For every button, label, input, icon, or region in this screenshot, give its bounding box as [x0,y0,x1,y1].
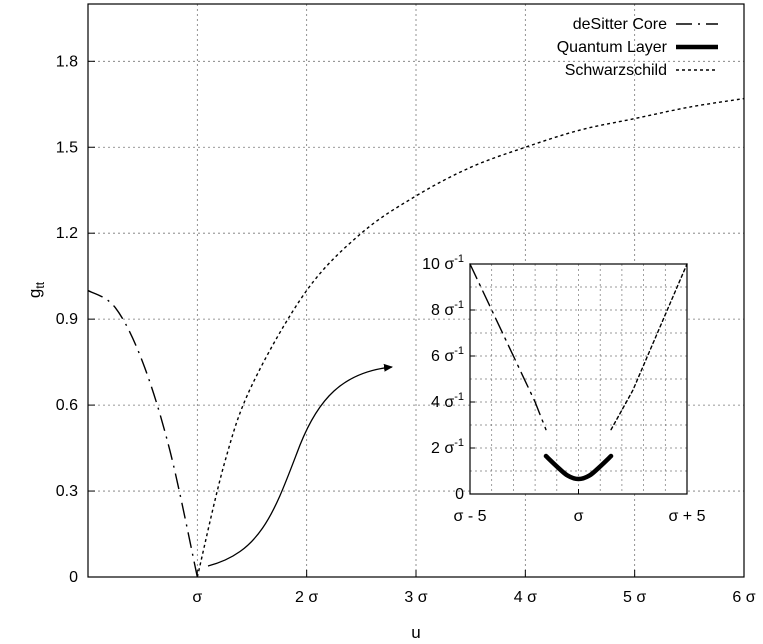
main-y-tick-label-5: 1.5 [56,139,78,156]
main-series-line-0 [87,289,199,578]
main-y-tick-label-6: 1.8 [56,53,78,70]
inset-y-tick-label-2: 4 σ-1 [431,391,464,411]
inset-x-tick-label-2: σ + 5 [668,508,705,525]
main-x-tick-label-1: 2 σ [295,589,318,606]
legend-label-2: Schwarzschild [565,62,667,79]
main-x-tick-label-3: 4 σ [514,589,537,606]
inset-series-line-1 [543,453,614,482]
inset-grid [470,264,687,494]
inset-series-line-0 [469,263,547,431]
main-plot: σ 2 σ 3 σ 4 σ 5 σ 6 σ 0 0.3 0.6 0.9 1.2 1.5 1.8 u gt… [25,3,756,642]
inset-y-tick-label-0: 0 [455,486,464,503]
y-axis-label-sub: tt [33,281,47,288]
legend-label-1: Quantum Layer [557,39,668,56]
inset-ticks: σ - 5 σ σ + 5 0 2 σ-1 4 σ-1 6 σ-1 8 σ-1 10 σ-1 [422,253,706,525]
main-x-tick-label-4: 5 σ [623,589,646,606]
inset-series-line-2 [610,263,688,431]
legend: deSitter Core Quantum Layer Schwarzschil… [557,16,718,79]
inset-x-tick-label-0: σ - 5 [454,508,487,525]
legend-label-0: deSitter Core [573,16,667,33]
main-y-tick-label-1: 0.3 [56,483,78,500]
inset-series [469,263,688,482]
main-y-tick-label-2: 0.6 [56,397,78,414]
inset-y-tick-label-1: 2 σ-1 [431,437,464,457]
inset-y-tick-label-3: 6 σ-1 [431,345,464,365]
main-x-tick-label-2: 3 σ [404,589,427,606]
main-y-tick-label-4: 1.2 [56,225,78,242]
main-series [87,97,745,578]
main-y-tick-label-0: 0 [69,569,78,586]
x-axis-label: u [411,623,420,642]
inset-y-tick-label-5: 10 σ-1 [422,253,464,273]
inset-y-tick-label-4: 8 σ-1 [431,299,464,319]
main-y-tick-label-3: 0.9 [56,311,78,328]
inset-plot: σ - 5 σ σ + 5 0 2 σ-1 4 σ-1 6 σ-1 8 σ-1 10 σ-1 [422,253,706,525]
main-x-tick-label-0: σ [192,589,202,606]
annotation-arrow [207,363,393,567]
main-ticks: σ 2 σ 3 σ 4 σ 5 σ 6 σ 0 0.3 0.6 0.9 1.2 1.5 1.8 [56,53,756,606]
main-x-tick-label-5: 6 σ [732,589,755,606]
y-axis-label: gtt [25,281,47,298]
inset-x-tick-label-1: σ [574,508,584,525]
y-axis-label-main: g [25,289,44,298]
